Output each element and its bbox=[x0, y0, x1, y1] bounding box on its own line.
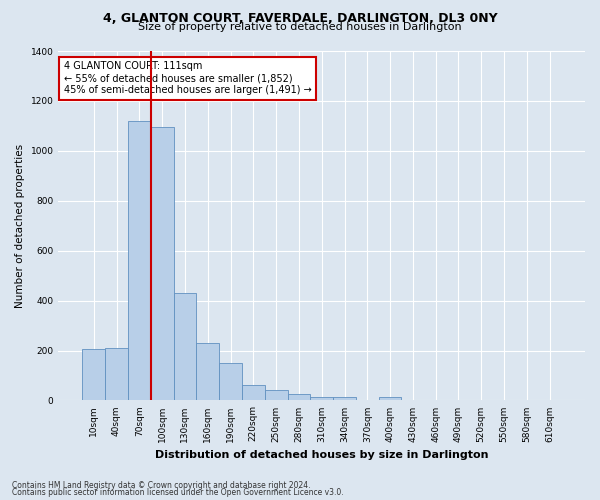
Text: Contains HM Land Registry data © Crown copyright and database right 2024.: Contains HM Land Registry data © Crown c… bbox=[12, 480, 311, 490]
Text: Size of property relative to detached houses in Darlington: Size of property relative to detached ho… bbox=[138, 22, 462, 32]
Bar bbox=[151, 127, 173, 400]
Bar bbox=[287, 394, 310, 400]
X-axis label: Distribution of detached houses by size in Darlington: Distribution of detached houses by size … bbox=[155, 450, 488, 460]
Y-axis label: Number of detached properties: Number of detached properties bbox=[15, 144, 25, 308]
Bar bbox=[265, 390, 287, 400]
Bar bbox=[173, 293, 196, 401]
Bar bbox=[128, 121, 151, 400]
Bar bbox=[196, 343, 219, 400]
Bar bbox=[379, 396, 401, 400]
Bar bbox=[333, 396, 356, 400]
Bar bbox=[105, 348, 128, 401]
Bar bbox=[310, 396, 333, 400]
Bar bbox=[82, 350, 105, 401]
Text: 4 GLANTON COURT: 111sqm
← 55% of detached houses are smaller (1,852)
45% of semi: 4 GLANTON COURT: 111sqm ← 55% of detache… bbox=[64, 62, 311, 94]
Text: 4, GLANTON COURT, FAVERDALE, DARLINGTON, DL3 0NY: 4, GLANTON COURT, FAVERDALE, DARLINGTON,… bbox=[103, 12, 497, 26]
Bar bbox=[219, 363, 242, 401]
Bar bbox=[242, 386, 265, 400]
Text: Contains public sector information licensed under the Open Government Licence v3: Contains public sector information licen… bbox=[12, 488, 344, 497]
